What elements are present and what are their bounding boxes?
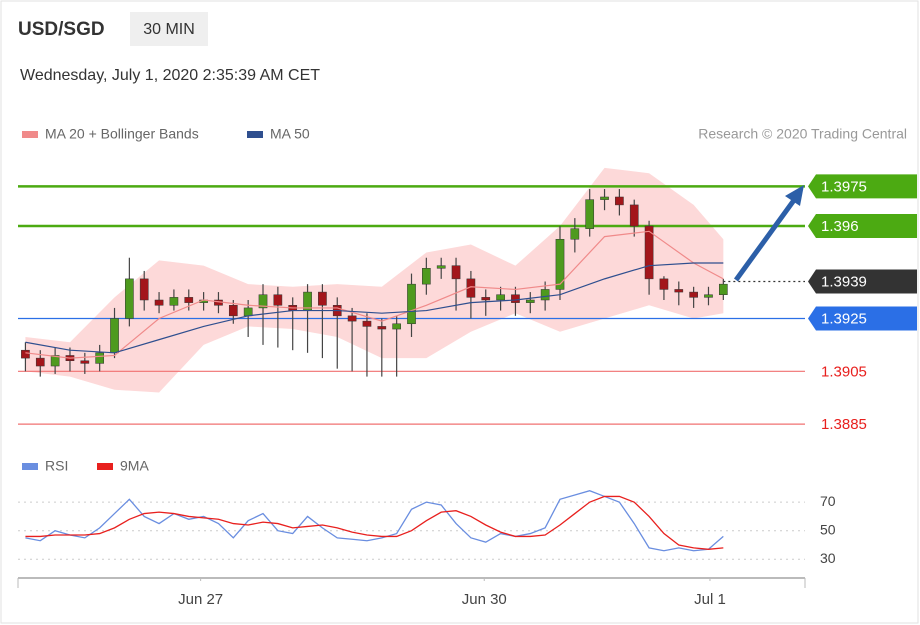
candle-body (243, 307, 253, 317)
interval-box (130, 12, 208, 46)
y-tick-label: 70 (820, 493, 836, 509)
candle-body (407, 283, 416, 325)
candle-body (258, 294, 268, 309)
candle-body (496, 294, 505, 301)
x-tick-label: Jul 1 (694, 591, 726, 608)
y-tick-label: 30 (820, 550, 836, 566)
moving-average (25, 262, 724, 354)
candle-body (555, 238, 565, 290)
timestamp: Wednesday, July 1, 2020 2:35:39 AM CET (20, 67, 320, 84)
x-tick-label: Jun 30 (462, 591, 507, 608)
candle-body (436, 265, 446, 269)
candle-body (525, 299, 535, 303)
legend-swatch (247, 131, 263, 138)
level-box (808, 174, 917, 199)
moving-average (25, 230, 724, 359)
candle-body (674, 289, 684, 293)
level-box (808, 306, 917, 331)
candle-body (95, 352, 105, 364)
x-tick-label: Jun 27 (178, 591, 223, 608)
candle-body (585, 199, 595, 229)
candle-body (659, 278, 669, 290)
level-label: 1.3905 (821, 363, 867, 380)
credit: Research © 2020 Trading Central (698, 126, 907, 142)
level-label: 1.3885 (821, 416, 867, 433)
forecast-arrow-head (785, 185, 804, 206)
candle-body (570, 228, 580, 240)
legend-label: 9MA (120, 458, 149, 474)
indicator-line (25, 495, 724, 550)
indicator-line (25, 490, 724, 552)
candle-body (377, 326, 387, 330)
level-box (808, 269, 917, 294)
candle-body (392, 323, 401, 330)
candle-body (600, 196, 609, 200)
candle-body (689, 291, 698, 298)
level-label: 1.396 (821, 218, 859, 235)
candle-body (154, 299, 164, 306)
legend-swatch (22, 463, 38, 470)
interval: 30 MIN (143, 21, 195, 38)
candle-body (318, 291, 327, 306)
rsi-panel: 30 50 70 Jun 27 Jun 30 Jul 1 RSI 9MA (18, 458, 836, 608)
legend-label: MA 20 + Bollinger Bands (45, 126, 199, 142)
candle-body (540, 289, 550, 301)
candle-body (629, 204, 639, 227)
level-label: 1.3939 (821, 273, 867, 290)
candle-body (347, 315, 357, 322)
candle-body (362, 320, 372, 327)
candle-body (422, 268, 431, 285)
candle-body (80, 360, 90, 364)
candle-body (228, 305, 238, 317)
candle-body (481, 297, 491, 301)
candle-body (615, 196, 624, 206)
candle-body (184, 297, 194, 303)
legend-label: RSI (45, 458, 68, 474)
symbol: USD/SGD (18, 19, 105, 40)
level-box (808, 214, 917, 239)
level-label: 1.3925 (821, 310, 867, 327)
forecast-arrow (733, 194, 800, 282)
candle-body (169, 297, 179, 306)
candle-body (511, 294, 520, 303)
candle-body (718, 283, 728, 295)
price-panel: 1.3975 1.396 1.3939 1.3925 1.3905 1.3885 MA 20… (18, 126, 917, 433)
candle-body (273, 294, 283, 306)
candle-body (704, 294, 713, 298)
candle-body (21, 349, 30, 359)
legend-swatch (22, 131, 38, 138)
candle-body (644, 225, 654, 280)
y-tick-label: 50 (820, 521, 836, 537)
level-label: 1.3975 (821, 178, 867, 195)
bollinger-band (25, 167, 724, 393)
legend-swatch (97, 463, 113, 470)
candle-body (451, 265, 461, 280)
candle-body (125, 278, 134, 319)
candle-body (139, 278, 149, 301)
legend-label: MA 50 (270, 126, 310, 142)
candle-body (110, 318, 119, 354)
candle-body (50, 355, 60, 367)
candle-body (35, 357, 45, 367)
